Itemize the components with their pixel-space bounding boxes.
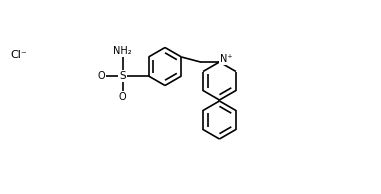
Text: NH₂: NH₂ [113, 46, 132, 56]
Text: S: S [119, 71, 126, 81]
Text: N⁺: N⁺ [220, 55, 233, 64]
Text: Cl⁻: Cl⁻ [11, 50, 27, 60]
Text: O: O [98, 71, 106, 81]
Text: O: O [119, 92, 126, 102]
